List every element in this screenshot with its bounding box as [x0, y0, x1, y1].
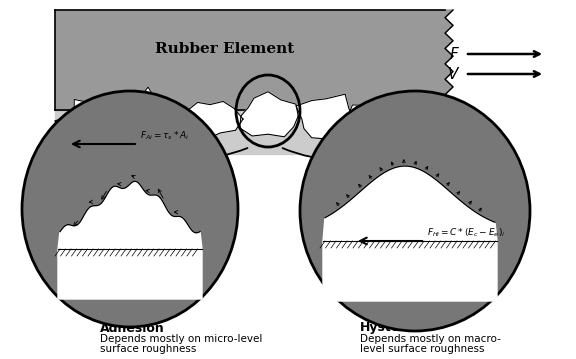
Text: Rubber Element: Rubber Element: [156, 42, 295, 56]
Polygon shape: [323, 166, 497, 301]
Polygon shape: [240, 92, 298, 137]
Text: $\mathit{F}$: $\mathit{F}$: [449, 46, 460, 62]
Polygon shape: [445, 10, 453, 110]
Polygon shape: [55, 99, 125, 144]
Polygon shape: [55, 10, 445, 110]
Ellipse shape: [22, 91, 238, 327]
Polygon shape: [58, 181, 202, 299]
Text: Adhesion: Adhesion: [100, 322, 165, 335]
Text: Depends mostly on macro-: Depends mostly on macro-: [360, 334, 501, 344]
Polygon shape: [116, 87, 183, 140]
Polygon shape: [347, 97, 411, 146]
Text: $F_{Hi}=C*(E_c-E_{e})_i$: $F_{Hi}=C*(E_c-E_{e})_i$: [427, 227, 505, 239]
Text: $F_{Ai}=\tau_s*A_i$: $F_{Ai}=\tau_s*A_i$: [140, 130, 190, 142]
Polygon shape: [296, 94, 356, 139]
Text: Depends mostly on micro-level: Depends mostly on micro-level: [100, 334, 263, 344]
Text: $\mathit{V}$: $\mathit{V}$: [446, 66, 460, 82]
Ellipse shape: [300, 91, 530, 331]
Polygon shape: [55, 110, 445, 154]
Polygon shape: [184, 102, 243, 137]
Text: level surface roughness: level surface roughness: [360, 344, 484, 354]
Text: surface roughness: surface roughness: [100, 344, 196, 354]
Text: Hysteresis: Hysteresis: [360, 322, 434, 335]
